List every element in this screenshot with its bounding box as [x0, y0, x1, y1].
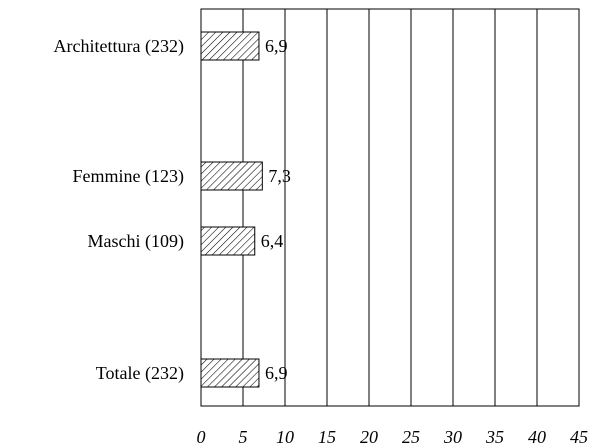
x-tick-label: 20 — [360, 427, 378, 446]
x-tick-label: 0 — [197, 427, 206, 446]
value-label: 6,9 — [265, 363, 288, 383]
x-tick-label: 10 — [276, 427, 294, 446]
category-label: Architettura (232) — [54, 36, 184, 57]
bar — [200, 226, 256, 256]
value-label: 7,3 — [268, 166, 291, 186]
x-tick-label: 15 — [318, 427, 336, 446]
category-label: Totale (232) — [96, 363, 184, 384]
value-label: 6,9 — [265, 36, 288, 56]
bar — [200, 31, 260, 61]
x-tick-label: 35 — [485, 427, 504, 446]
category-label: Maschi (109) — [88, 231, 184, 252]
bar — [200, 161, 263, 191]
x-tick-label: 30 — [443, 427, 462, 446]
bar — [200, 358, 260, 388]
category-label: Femmine (123) — [73, 166, 184, 187]
plot-frame — [200, 8, 580, 407]
x-tick-label: 45 — [570, 427, 588, 446]
value-label: 6,4 — [261, 231, 284, 251]
x-tick-label: 25 — [402, 427, 420, 446]
x-tick-label: 40 — [528, 427, 546, 446]
x-tick-label: 5 — [239, 427, 248, 446]
